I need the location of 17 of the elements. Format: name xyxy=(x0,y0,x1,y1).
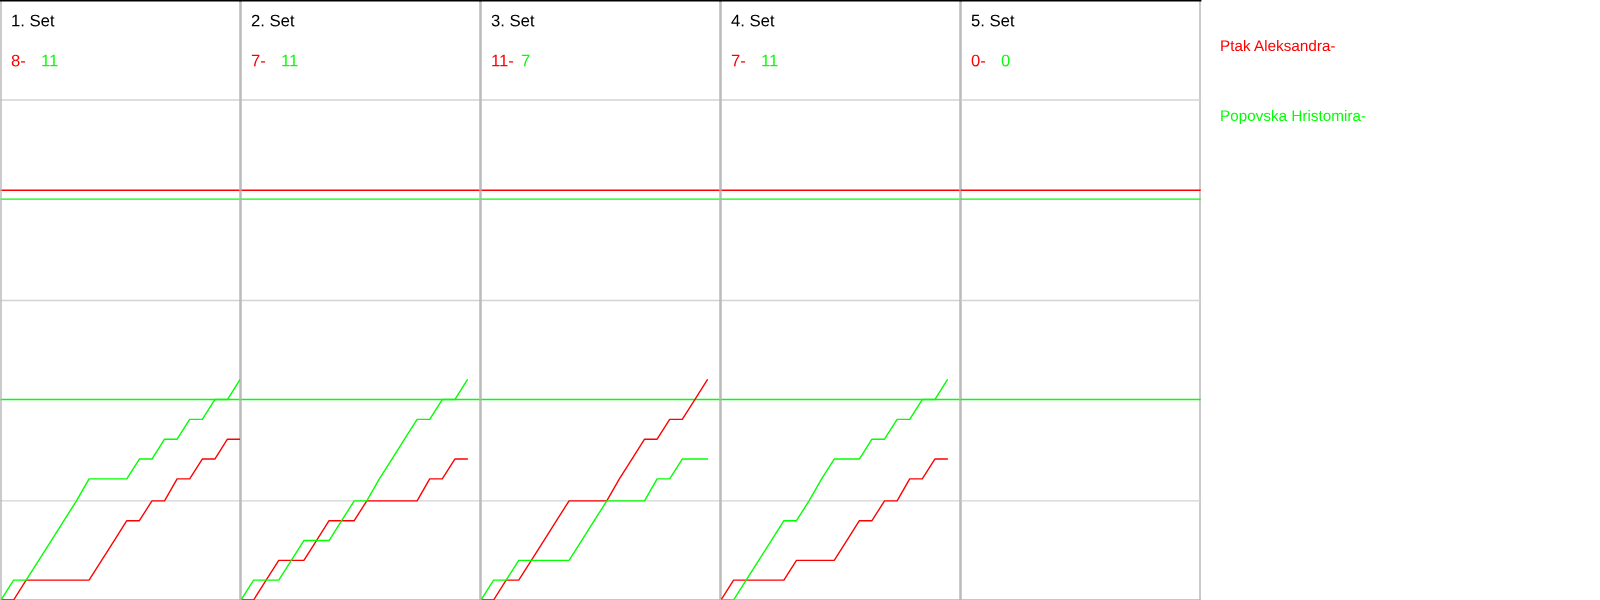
chart-title: 1. Set xyxy=(12,14,55,27)
text: 5. Set xyxy=(971,14,1015,27)
text: Popovska Hristomira- xyxy=(1221,109,1366,125)
text: 8- xyxy=(11,54,26,67)
text: 11 xyxy=(42,54,58,67)
chart-title: 4. Set xyxy=(731,14,775,27)
chart-title: 2. Set xyxy=(251,14,295,27)
text: 11 xyxy=(762,54,778,67)
chart-title: 3. Set xyxy=(491,14,535,27)
text: 0 xyxy=(1001,54,1010,67)
text: Ptak Aleksandra- xyxy=(1221,39,1335,52)
text: 0- xyxy=(971,54,986,67)
text: 7- xyxy=(251,54,266,67)
text: 7 xyxy=(521,54,530,67)
text: 7- xyxy=(731,54,746,67)
text: 11 xyxy=(282,54,298,67)
text: 11- xyxy=(492,54,514,67)
